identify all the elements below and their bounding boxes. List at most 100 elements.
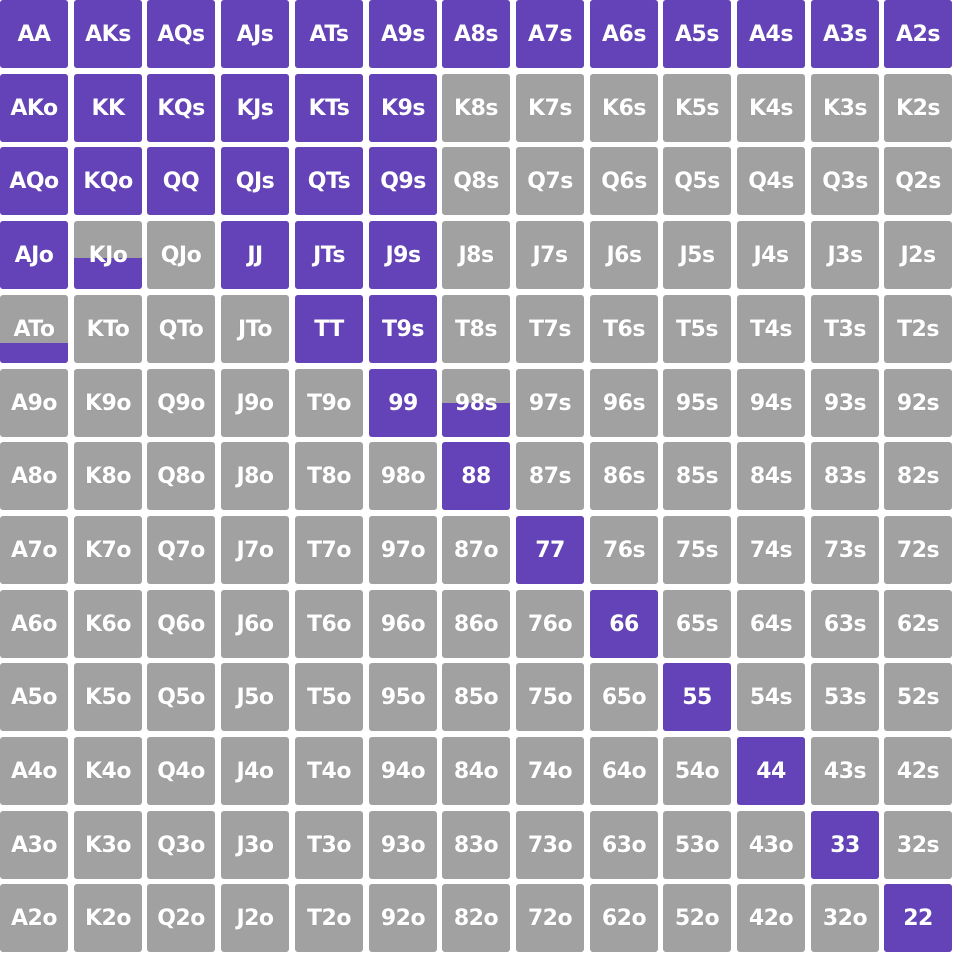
hand-cell-93s[interactable]: 93s [811,369,879,437]
hand-cell-t6s[interactable]: T6s [590,295,658,363]
hand-cell-qto[interactable]: QTo [147,295,215,363]
hand-cell-qq[interactable]: QQ [147,147,215,215]
hand-cell-q4s[interactable]: Q4s [737,147,805,215]
hand-cell-ato[interactable]: ATo [0,295,68,363]
hand-cell-t4o[interactable]: T4o [295,737,363,805]
hand-cell-97o[interactable]: 97o [369,516,437,584]
hand-cell-94o[interactable]: 94o [369,737,437,805]
hand-cell-a7o[interactable]: A7o [0,516,68,584]
hand-cell-ats[interactable]: ATs [295,0,363,68]
hand-cell-53o[interactable]: 53o [663,811,731,879]
hand-cell-74o[interactable]: 74o [516,737,584,805]
hand-cell-73s[interactable]: 73s [811,516,879,584]
hand-cell-k6s[interactable]: K6s [590,74,658,142]
hand-cell-73o[interactable]: 73o [516,811,584,879]
hand-cell-k2s[interactable]: K2s [884,74,952,142]
hand-cell-95s[interactable]: 95s [663,369,731,437]
hand-cell-43o[interactable]: 43o [737,811,805,879]
hand-cell-83o[interactable]: 83o [442,811,510,879]
hand-cell-q7s[interactable]: Q7s [516,147,584,215]
hand-cell-t9s[interactable]: T9s [369,295,437,363]
hand-cell-k4s[interactable]: K4s [737,74,805,142]
hand-cell-k2o[interactable]: K2o [74,884,142,952]
hand-cell-t2s[interactable]: T2s [884,295,952,363]
hand-cell-kto[interactable]: KTo [74,295,142,363]
hand-cell-a4s[interactable]: A4s [737,0,805,68]
hand-cell-j2s[interactable]: J2s [884,221,952,289]
hand-cell-42o[interactable]: 42o [737,884,805,952]
hand-cell-98o[interactable]: 98o [369,442,437,510]
hand-cell-j9s[interactable]: J9s [369,221,437,289]
hand-cell-a3s[interactable]: A3s [811,0,879,68]
hand-cell-j7o[interactable]: J7o [221,516,289,584]
hand-cell-k5s[interactable]: K5s [663,74,731,142]
hand-cell-a8o[interactable]: A8o [0,442,68,510]
hand-cell-a8s[interactable]: A8s [442,0,510,68]
hand-cell-74s[interactable]: 74s [737,516,805,584]
hand-cell-q3o[interactable]: Q3o [147,811,215,879]
hand-cell-ajs[interactable]: AJs [221,0,289,68]
hand-cell-aqo[interactable]: AQo [0,147,68,215]
hand-cell-kqo[interactable]: KQo [74,147,142,215]
hand-cell-84o[interactable]: 84o [442,737,510,805]
hand-cell-55[interactable]: 55 [663,663,731,731]
hand-cell-54s[interactable]: 54s [737,663,805,731]
hand-cell-k7o[interactable]: K7o [74,516,142,584]
hand-cell-t3o[interactable]: T3o [295,811,363,879]
hand-cell-a6o[interactable]: A6o [0,590,68,658]
hand-cell-q3s[interactable]: Q3s [811,147,879,215]
hand-cell-kqs[interactable]: KQs [147,74,215,142]
hand-cell-k3o[interactable]: K3o [74,811,142,879]
hand-cell-tt[interactable]: TT [295,295,363,363]
hand-cell-22[interactable]: 22 [884,884,952,952]
hand-cell-q2s[interactable]: Q2s [884,147,952,215]
hand-cell-t2o[interactable]: T2o [295,884,363,952]
hand-cell-53s[interactable]: 53s [811,663,879,731]
hand-cell-q8s[interactable]: Q8s [442,147,510,215]
hand-cell-j2o[interactable]: J2o [221,884,289,952]
hand-cell-a5o[interactable]: A5o [0,663,68,731]
hand-cell-98s[interactable]: 98s [442,369,510,437]
hand-cell-62o[interactable]: 62o [590,884,658,952]
hand-cell-aqs[interactable]: AQs [147,0,215,68]
hand-cell-99[interactable]: 99 [369,369,437,437]
hand-cell-62s[interactable]: 62s [884,590,952,658]
hand-cell-a4o[interactable]: A4o [0,737,68,805]
hand-cell-j8o[interactable]: J8o [221,442,289,510]
hand-cell-87o[interactable]: 87o [442,516,510,584]
hand-cell-q2o[interactable]: Q2o [147,884,215,952]
hand-cell-j5s[interactable]: J5s [663,221,731,289]
hand-cell-75o[interactable]: 75o [516,663,584,731]
hand-cell-96s[interactable]: 96s [590,369,658,437]
hand-cell-a2s[interactable]: A2s [884,0,952,68]
hand-cell-94s[interactable]: 94s [737,369,805,437]
hand-cell-t4s[interactable]: T4s [737,295,805,363]
hand-cell-44[interactable]: 44 [737,737,805,805]
hand-cell-a3o[interactable]: A3o [0,811,68,879]
hand-cell-42s[interactable]: 42s [884,737,952,805]
hand-cell-32s[interactable]: 32s [884,811,952,879]
hand-cell-j5o[interactable]: J5o [221,663,289,731]
hand-cell-qjs[interactable]: QJs [221,147,289,215]
hand-cell-kk[interactable]: KK [74,74,142,142]
hand-cell-j6s[interactable]: J6s [590,221,658,289]
hand-cell-32o[interactable]: 32o [811,884,879,952]
hand-cell-65o[interactable]: 65o [590,663,658,731]
hand-cell-ako[interactable]: AKo [0,74,68,142]
hand-cell-a2o[interactable]: A2o [0,884,68,952]
hand-cell-jj[interactable]: JJ [221,221,289,289]
hand-cell-83s[interactable]: 83s [811,442,879,510]
hand-cell-64s[interactable]: 64s [737,590,805,658]
hand-cell-82o[interactable]: 82o [442,884,510,952]
hand-cell-k8s[interactable]: K8s [442,74,510,142]
hand-cell-65s[interactable]: 65s [663,590,731,658]
hand-cell-85o[interactable]: 85o [442,663,510,731]
hand-cell-86o[interactable]: 86o [442,590,510,658]
hand-cell-t6o[interactable]: T6o [295,590,363,658]
hand-cell-92s[interactable]: 92s [884,369,952,437]
hand-cell-82s[interactable]: 82s [884,442,952,510]
hand-cell-52s[interactable]: 52s [884,663,952,731]
hand-cell-k3s[interactable]: K3s [811,74,879,142]
hand-cell-t7s[interactable]: T7s [516,295,584,363]
hand-cell-64o[interactable]: 64o [590,737,658,805]
